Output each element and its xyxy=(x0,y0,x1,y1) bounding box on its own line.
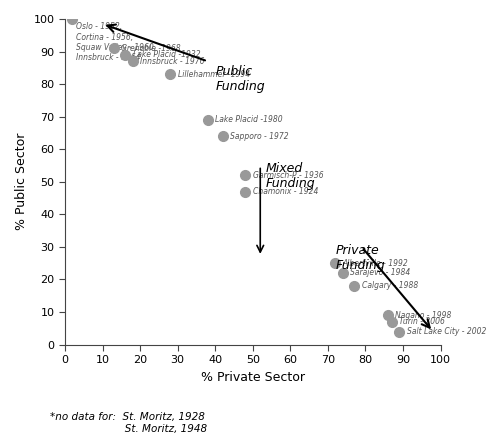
Point xyxy=(218,133,226,140)
Text: Oslo - 1952,
Cortina - 1956,
Squaw Valley - 1960,
Innsbruck - 1964: Oslo - 1952, Cortina - 1956, Squaw Valle… xyxy=(76,22,156,63)
Text: Lillehammer -1994: Lillehammer -1994 xyxy=(178,70,250,79)
Text: Sarajevo - 1984: Sarajevo - 1984 xyxy=(350,268,410,278)
Point xyxy=(110,45,118,52)
Point xyxy=(332,260,340,267)
Text: Mixed
Funding: Mixed Funding xyxy=(266,162,316,190)
Text: Grenoble -1968: Grenoble -1968 xyxy=(122,44,181,53)
Text: Salt Lake City - 2002: Salt Lake City - 2002 xyxy=(406,327,486,336)
Text: Innsbruck - 1976: Innsbruck - 1976 xyxy=(140,57,204,66)
Point xyxy=(128,58,136,65)
Point xyxy=(339,269,347,276)
Text: Public
Funding: Public Funding xyxy=(215,64,265,92)
Point xyxy=(388,318,396,325)
Text: Albertville - 1992: Albertville - 1992 xyxy=(343,259,408,268)
Y-axis label: % Public Sector: % Public Sector xyxy=(15,133,28,230)
Text: Sapporo - 1972: Sapporo - 1972 xyxy=(230,132,289,141)
Point xyxy=(241,172,249,179)
Point xyxy=(121,51,129,58)
Text: Chamonix - 1924: Chamonix - 1924 xyxy=(252,187,318,196)
Text: Calgary - 1988: Calgary - 1988 xyxy=(362,282,418,290)
X-axis label: % Private Sector: % Private Sector xyxy=(200,371,304,384)
Text: Turin - 2006: Turin - 2006 xyxy=(399,317,445,326)
Point xyxy=(384,312,392,319)
Point xyxy=(204,117,212,124)
Text: *no data for:  St. Moritz, 1928
                       St. Moritz, 1948: *no data for: St. Moritz, 1928 St. Morit… xyxy=(50,412,207,434)
Point xyxy=(166,71,174,78)
Text: Lake Placid -1980: Lake Placid -1980 xyxy=(215,116,283,124)
Point xyxy=(395,328,403,335)
Text: Lake Placid -1932: Lake Placid -1932 xyxy=(132,50,200,59)
Text: Private
Funding: Private Funding xyxy=(336,244,385,272)
Text: Nagano - 1998: Nagano - 1998 xyxy=(396,311,452,320)
Text: Garmisch-P - 1936: Garmisch-P - 1936 xyxy=(252,171,324,180)
Point xyxy=(68,15,76,22)
Point xyxy=(241,188,249,195)
Point xyxy=(350,283,358,290)
